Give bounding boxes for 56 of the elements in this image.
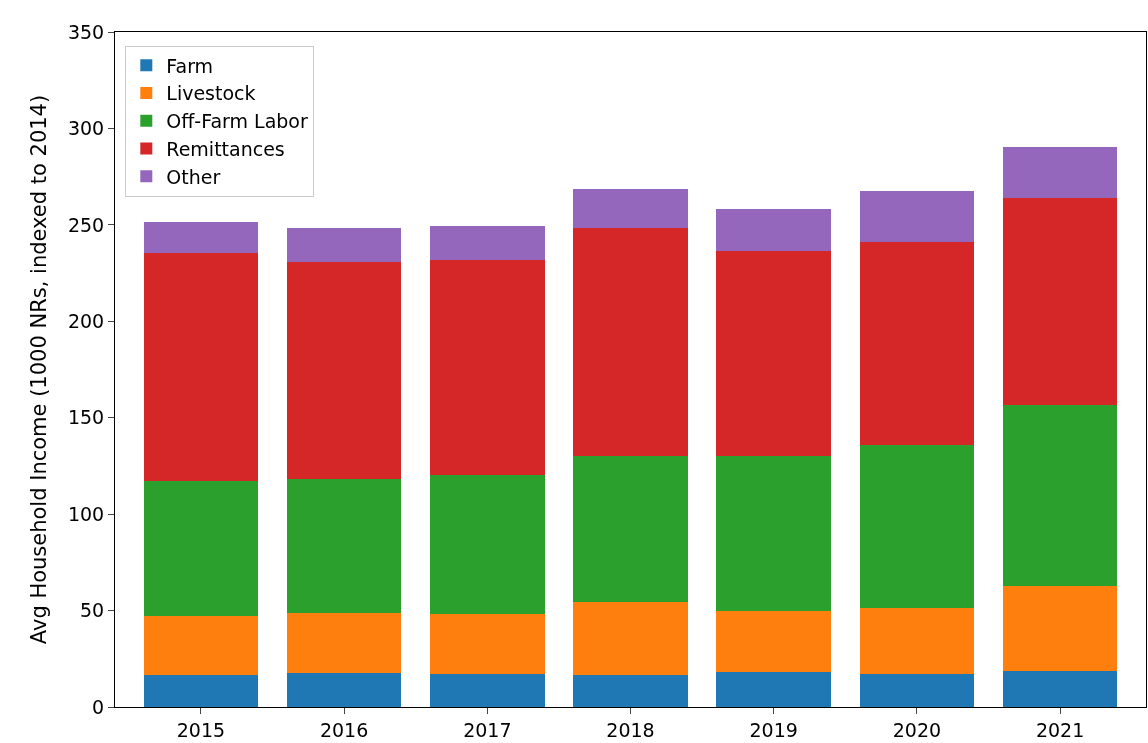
x-tick-label: 2017 xyxy=(463,718,512,741)
bar xyxy=(859,673,975,707)
y-tick-label: 350 xyxy=(67,20,105,43)
bar xyxy=(430,614,545,674)
bar xyxy=(716,209,831,252)
bar xyxy=(573,602,688,675)
legend-label: Remittances xyxy=(166,137,285,160)
bar xyxy=(573,456,688,603)
y-tick-label: 300 xyxy=(67,117,105,140)
bar xyxy=(430,226,545,261)
y-tick-label: 250 xyxy=(67,213,105,236)
y-tick-label: 50 xyxy=(80,599,105,622)
bar xyxy=(1002,586,1118,671)
y-tick-label: 0 xyxy=(92,695,105,718)
x-tick-label: 2019 xyxy=(749,718,798,741)
x-tick-label: 2018 xyxy=(606,718,655,741)
bar xyxy=(430,260,545,475)
bar xyxy=(859,608,975,674)
legend-label: Other xyxy=(166,165,221,188)
bar xyxy=(573,227,688,457)
bar xyxy=(1002,198,1118,405)
bar xyxy=(859,190,975,242)
x-tick-label: 2015 xyxy=(176,718,226,741)
legend-label: Livestock xyxy=(166,82,256,105)
y-tick-label: 200 xyxy=(67,309,105,332)
bar xyxy=(1002,670,1118,707)
bar xyxy=(573,674,688,707)
bar xyxy=(143,253,259,481)
bar xyxy=(1002,404,1118,587)
x-tick-label: 2021 xyxy=(1035,718,1085,741)
x-tick-label: 2020 xyxy=(892,718,942,741)
bar xyxy=(143,674,259,707)
bar xyxy=(859,241,975,446)
bar xyxy=(143,480,259,616)
bar xyxy=(143,221,259,254)
bar xyxy=(716,251,831,457)
bar xyxy=(286,673,402,707)
y-tick-label: 100 xyxy=(67,502,105,525)
bar xyxy=(430,474,545,615)
bar xyxy=(286,262,402,480)
x-tick-label: 2016 xyxy=(319,718,369,741)
bar xyxy=(859,445,975,609)
bar xyxy=(286,613,402,674)
y-tick-label: 150 xyxy=(67,406,105,429)
bar xyxy=(573,189,688,228)
bar xyxy=(143,615,259,675)
bar xyxy=(716,611,831,673)
bar xyxy=(286,479,402,614)
bar xyxy=(286,227,402,263)
bar xyxy=(1002,147,1118,199)
legend-label: Farm xyxy=(166,54,214,77)
y-axis-title: Avg Household Income (1000 NRs, indexed to 2014) xyxy=(27,94,52,645)
bar xyxy=(430,673,545,707)
bar xyxy=(716,672,831,707)
legend-label: Off-Farm Labor xyxy=(166,110,308,133)
bar xyxy=(716,456,831,612)
